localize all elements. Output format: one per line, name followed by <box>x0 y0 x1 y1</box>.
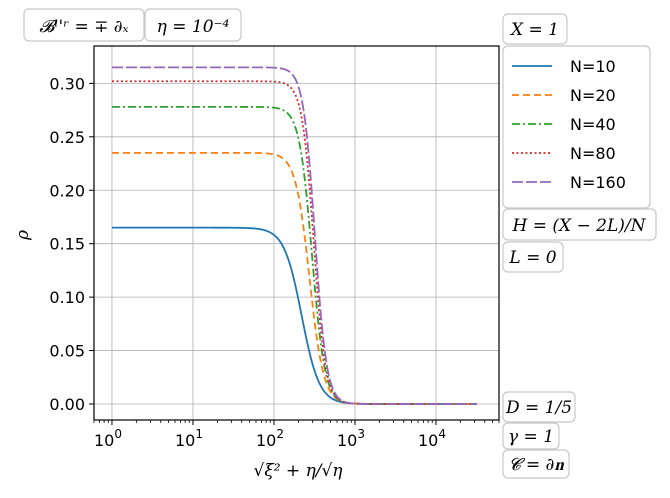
annotation-c-eq: 𝓒 = ∂𝐧 <box>502 449 570 479</box>
svg-text:L = 0: L = 0 <box>508 248 556 268</box>
legend-label: N=40 <box>570 115 616 134</box>
axes-ticks: 100 101 102 103 104 0.00 0.05 0.10 0.15 0.20 0.25 0… <box>49 74 500 450</box>
x-tick-label: 102 <box>256 427 284 450</box>
x-tick-label: 104 <box>418 427 446 450</box>
svg-text:H = (X − 2L)/N: H = (X − 2L)/N <box>511 216 646 236</box>
legend-label: N=80 <box>570 144 616 163</box>
annotation-h-eq: H = (X − 2L)/N <box>502 208 657 241</box>
y-tick-label: 0.30 <box>49 74 85 93</box>
series-line-n-80 <box>111 80 477 405</box>
svg-text:𝓑ˡ'ʳ = ∓ ∂ₓ: 𝓑ˡ'ʳ = ∓ ∂ₓ <box>39 17 128 37</box>
x-tick-label: 103 <box>337 427 365 450</box>
svg-text:γ = 1: γ = 1 <box>508 427 554 447</box>
svg-text:X = 1: X = 1 <box>509 20 559 40</box>
annotation-l-eq: L = 0 <box>502 241 564 273</box>
y-axis-label: ρ <box>13 230 33 241</box>
annotation-b-lr: 𝓑ˡ'ʳ = ∓ ∂ₓ <box>23 8 145 42</box>
y-tick-label: 0.15 <box>49 235 85 254</box>
x-tick-label: 101 <box>175 427 203 450</box>
annotation-eta: η = 10⁻⁴ <box>144 8 242 42</box>
series-line-n-160 <box>111 66 477 405</box>
legend-label: N=160 <box>570 173 626 192</box>
series-layer <box>111 66 477 405</box>
annotation-x-eq: X = 1 <box>502 13 568 45</box>
plot-frame <box>93 45 500 421</box>
x-axis-label: √ξ² + η/√η <box>254 461 344 481</box>
annotation-d-eq: D = 1/5 <box>502 391 576 423</box>
legend-label: N=20 <box>570 86 616 105</box>
series-line-n-10 <box>111 226 477 405</box>
legend: N=10 N=20 N=40 N=80 N=160 <box>502 45 651 209</box>
grid <box>94 46 499 420</box>
svg-text:D = 1/5: D = 1/5 <box>505 398 572 418</box>
series-line-n-20 <box>111 151 477 405</box>
annotation-gamma-eq: γ = 1 <box>502 422 560 450</box>
y-tick-label: 0.00 <box>49 395 85 414</box>
x-tick-label: 100 <box>94 427 122 450</box>
svg-text:η = 10⁻⁴: η = 10⁻⁴ <box>157 17 230 37</box>
y-tick-label: 0.10 <box>49 288 85 307</box>
y-tick-label: 0.25 <box>49 128 85 147</box>
series-line-n-40 <box>111 106 477 405</box>
y-tick-label: 0.20 <box>49 181 85 200</box>
svg-text:𝓒 = ∂𝐧: 𝓒 = ∂𝐧 <box>508 455 564 475</box>
y-tick-label: 0.05 <box>49 342 85 361</box>
legend-label: N=10 <box>570 57 616 76</box>
